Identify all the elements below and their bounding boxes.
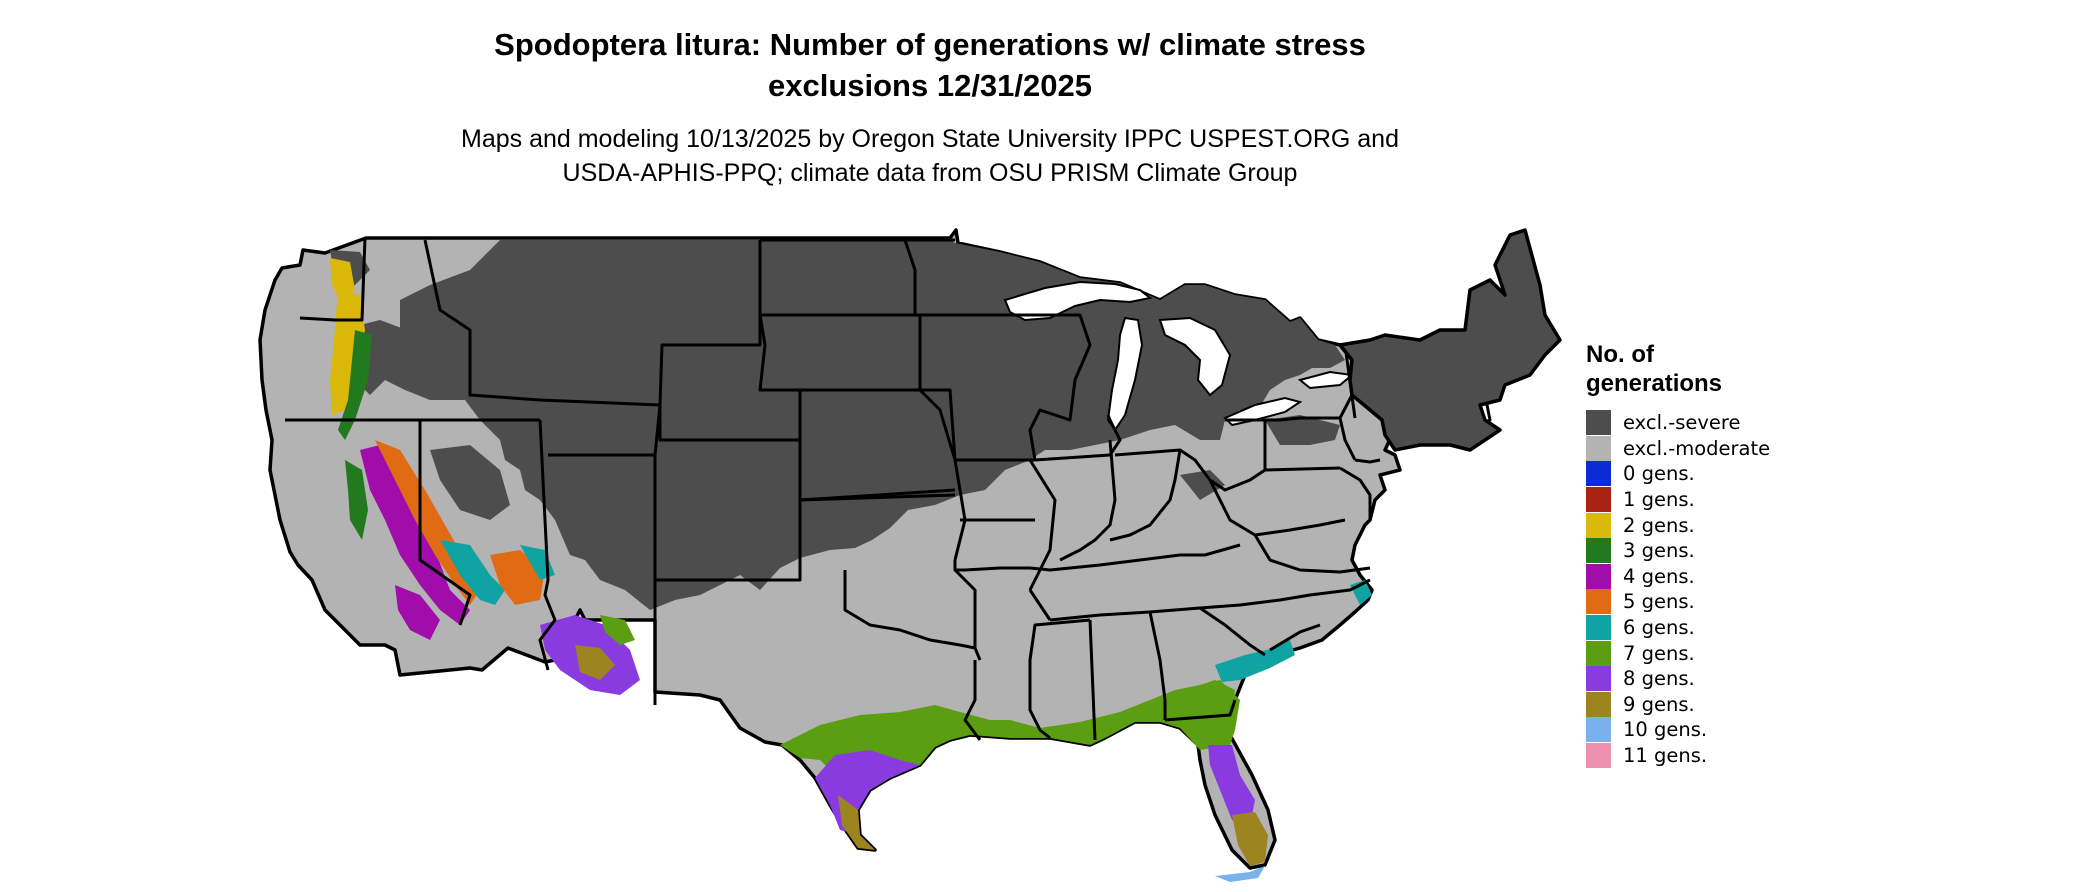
legend-item: 9 gens.	[1586, 691, 1786, 718]
legend-swatch	[1586, 487, 1611, 513]
lake-huron	[1158, 316, 1232, 397]
texas-9-gens	[838, 795, 875, 850]
legend-swatch	[1586, 640, 1611, 666]
lake-superior	[1003, 280, 1153, 322]
legend-swatch	[1586, 512, 1611, 538]
legend-label: 7 gens.	[1623, 641, 1695, 665]
legend-label: 10 gens.	[1623, 718, 1708, 742]
legend-item: 5 gens.	[1586, 589, 1786, 615]
legend-label: 2 gens.	[1623, 513, 1695, 537]
northeast-coast	[1338, 228, 1562, 452]
legend-items: excl.-severe excl.-moderate 0 gens. 1 gens.…	[1586, 410, 1786, 769]
legend-swatch	[1586, 666, 1611, 692]
map-title-line-2: exclusions 12/31/2025	[767, 68, 1092, 103]
california-6-gens	[440, 540, 505, 605]
severe-exclusion-west-2	[430, 445, 690, 585]
arizona-9-gens	[575, 645, 615, 680]
legend-item: 10 gens.	[1586, 717, 1786, 743]
socal-4-gens	[395, 585, 440, 640]
legend-swatch	[1586, 717, 1611, 743]
severe-exclusion-appalachia	[1180, 415, 1340, 500]
legend-swatch	[1586, 538, 1611, 564]
legend-item: 7 gens.	[1586, 640, 1786, 666]
legend-label: 8 gens.	[1623, 667, 1695, 691]
us-generations-map	[258, 228, 1562, 882]
legend-item: excl.-severe	[1586, 410, 1786, 436]
legend-item: 8 gens.	[1586, 666, 1786, 692]
legend-swatch	[1586, 589, 1611, 615]
legend-item: 6 gens.	[1586, 615, 1786, 641]
legend-item: 11 gens.	[1586, 743, 1786, 769]
legend-label: 11 gens.	[1623, 744, 1708, 768]
legend-label: 4 gens.	[1623, 564, 1695, 588]
legend-item: excl.-moderate	[1586, 435, 1786, 462]
map-subtitle-line-2: USDA-APHIS-PPQ; climate data from OSU PR…	[562, 159, 1298, 187]
legend-label: excl.-moderate	[1623, 436, 1771, 460]
map-title-line-1: Spodoptera litura: Number of generations…	[494, 27, 1366, 62]
oregon-3-gens	[338, 330, 372, 440]
legend-swatch	[1586, 563, 1611, 589]
arizona-7-gens	[600, 615, 635, 645]
washington-2-gens	[330, 258, 355, 300]
legend-label: 0 gens.	[1623, 462, 1695, 486]
legend-item: 0 gens.	[1586, 461, 1786, 487]
legend-swatch	[1586, 691, 1611, 717]
california-4-gens	[360, 445, 470, 625]
florida-9-gens	[1232, 812, 1268, 866]
legend-label: 6 gens.	[1623, 616, 1695, 640]
carolina-6-gens	[1215, 640, 1295, 682]
legend-label: 3 gens.	[1623, 539, 1695, 563]
legend: No. of generations excl.-severe excl.-mod…	[1586, 340, 1786, 769]
texas-8-gens	[815, 750, 920, 835]
legend-item: 3 gens.	[1586, 538, 1786, 564]
legend-item: 1 gens.	[1586, 487, 1786, 513]
legend-label: 9 gens.	[1623, 692, 1695, 716]
legend-label: 1 gens.	[1623, 488, 1695, 512]
legend-swatch	[1586, 743, 1611, 769]
legend-label: 5 gens.	[1623, 590, 1695, 614]
legend-swatch	[1586, 461, 1611, 487]
legend-swatch	[1586, 615, 1611, 641]
legend-item: 4 gens.	[1586, 563, 1786, 590]
lake-erie	[1223, 396, 1303, 427]
legend-swatch	[1586, 410, 1611, 436]
keys-10-gens	[1215, 866, 1265, 882]
legend-swatch	[1586, 435, 1611, 461]
legend-label: excl.-severe	[1623, 411, 1741, 435]
lake-ontario	[1297, 370, 1355, 390]
georgia-7-gens	[1180, 680, 1235, 740]
legend-item: 2 gens.	[1586, 512, 1786, 538]
florida-8-gens	[1208, 745, 1255, 825]
legend-title: No. of generations	[1586, 341, 1723, 397]
map-subtitle-line-1: Maps and modeling 10/13/2025 by Oregon S…	[461, 125, 1399, 153]
california-coast-3-gens	[345, 460, 368, 540]
